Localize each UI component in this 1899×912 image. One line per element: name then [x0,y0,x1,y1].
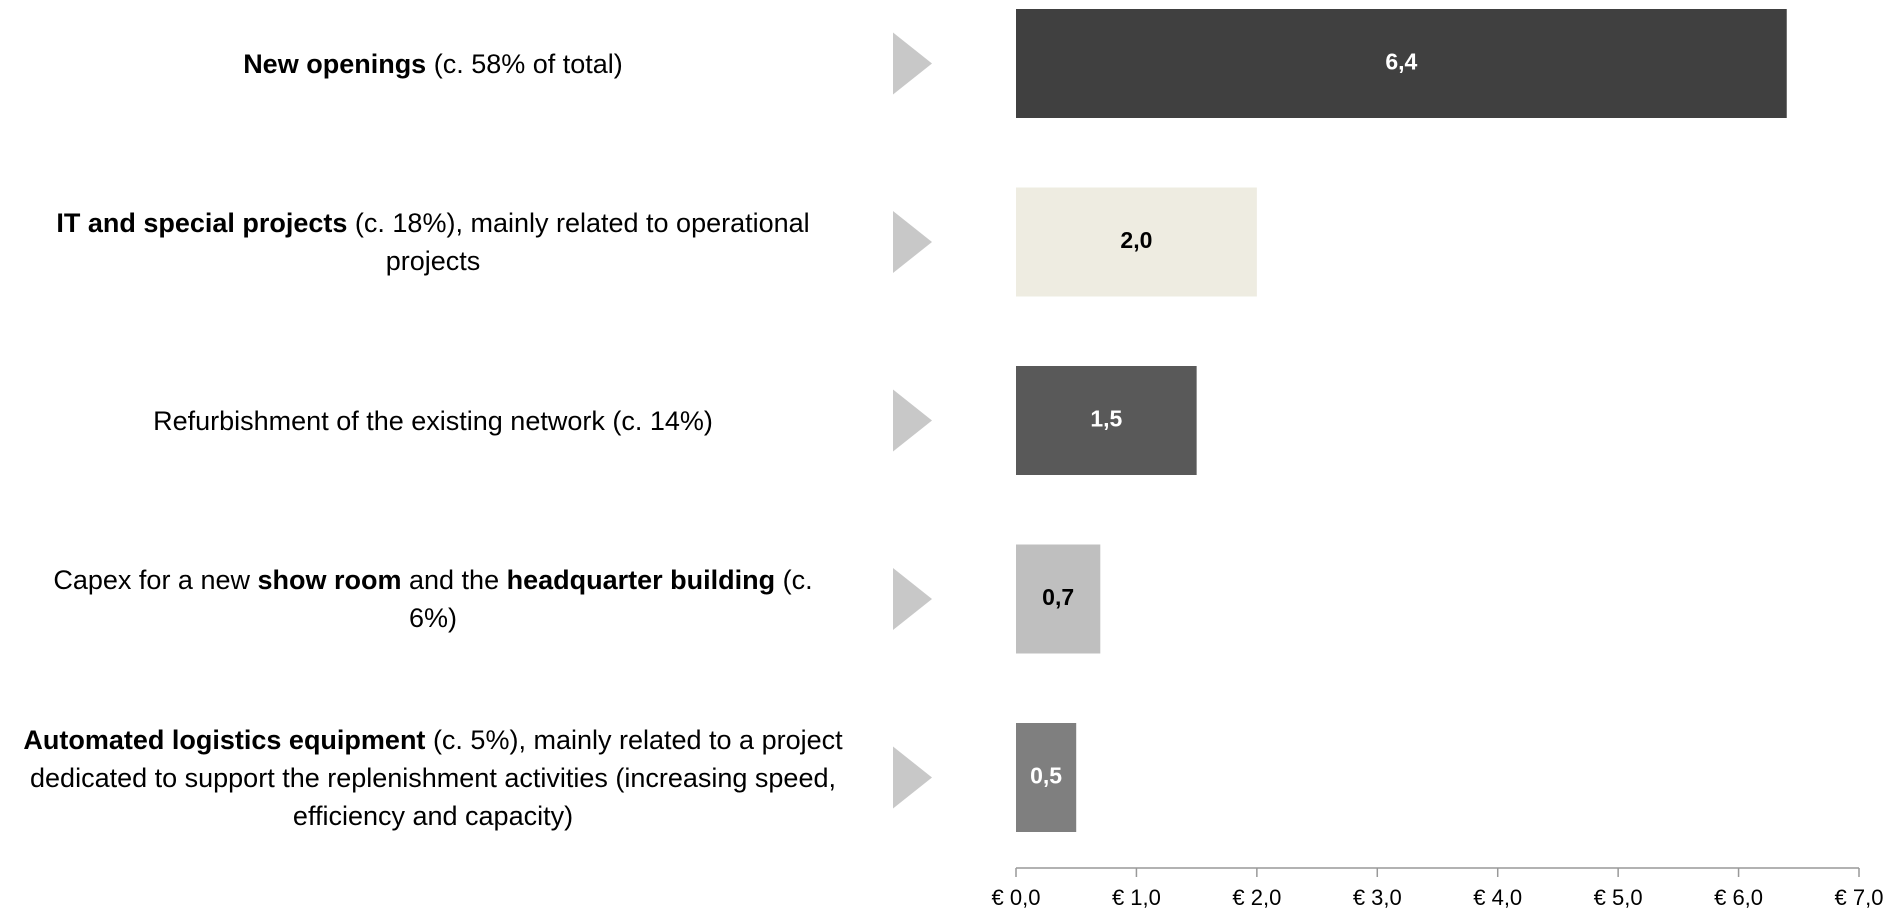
value-label: 6,4 [1385,49,1417,75]
x-tick-label: € 2,0 [1232,885,1281,910]
bar [1016,9,1787,118]
category-text: Refurbishment of the existing network (c… [153,405,713,436]
x-tick-label: € 0,0 [992,885,1041,910]
x-tick-label: € 1,0 [1112,885,1161,910]
value-label: 2,0 [1120,227,1152,253]
value-label: 0,5 [1030,763,1062,789]
category-text: (c. 5%), mainly related to a project ded… [30,724,843,831]
category-text: Capex for a new [53,565,258,595]
x-tick-label: € 7,0 [1835,885,1884,910]
category-text: show room [257,565,402,595]
x-tick-label: € 5,0 [1594,885,1643,910]
category-label: Capex for a new show room and the headqu… [53,561,813,637]
arrow [893,211,932,273]
x-tick-label: € 3,0 [1353,885,1402,910]
category-text: (c. 6%) [408,565,813,633]
x-tick-label: € 6,0 [1714,885,1763,910]
arrow [893,746,932,809]
x-tick-label: € 4,0 [1473,885,1522,910]
category-label: IT and special projects (c. 18%), mainly… [53,204,813,280]
bar [1016,723,1077,832]
category-text: (c. 58% of total) [426,48,623,79]
bar [1016,366,1197,475]
category-label: Refurbishment of the existing network (c… [3,402,863,440]
category-text: headquarter building [506,565,776,595]
category-text: New openings [243,48,427,79]
arrow [893,32,932,95]
bar [1016,187,1257,297]
category-text: and the [401,565,507,595]
category-text: IT and special projects [56,208,348,238]
value-label: 0,7 [1042,584,1074,610]
category-text: (c. 18%), mainly related to operational … [347,208,810,276]
arrow [893,568,932,630]
category-label: Automated logistics equipment (c. 5%), m… [8,721,858,835]
arrow [893,389,932,452]
bar [1016,544,1101,654]
value-label: 1,5 [1090,406,1122,432]
category-text: Automated logistics equipment [23,724,426,755]
category-label: New openings (c. 58% of total) [3,45,863,83]
